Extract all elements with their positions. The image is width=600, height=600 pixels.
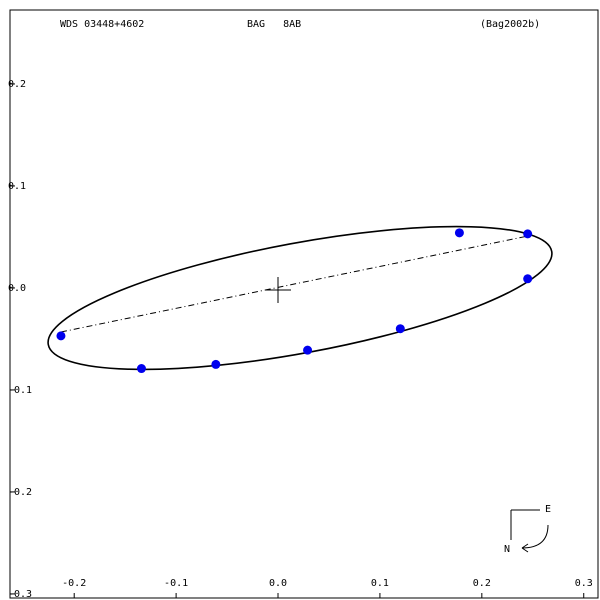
compass-east: E xyxy=(545,504,551,515)
orbit-ellipse xyxy=(47,225,553,371)
y-tick-label: 0.1 xyxy=(8,181,26,192)
plot-frame xyxy=(9,9,599,599)
x-tick-label: 0.2 xyxy=(473,578,491,589)
data-point xyxy=(56,331,66,341)
data-point xyxy=(523,274,533,284)
data-point xyxy=(454,228,464,238)
compass-arrow xyxy=(521,543,529,553)
x-tick-label: 0.3 xyxy=(575,578,593,589)
chart-title: WDS 03448+4602 xyxy=(60,19,144,30)
line-of-nodes xyxy=(60,235,529,333)
x-tick-label: 0.0 xyxy=(269,578,287,589)
y-tick-label: 0.0 xyxy=(8,283,26,294)
chart-subtitle: BAG 8AB xyxy=(247,19,301,30)
compass: E N xyxy=(504,504,551,555)
data-point xyxy=(211,359,221,369)
compass-north: N xyxy=(504,544,510,555)
y-tick-label: 0.2 xyxy=(8,79,26,90)
y-tick-label: -0.2 xyxy=(8,487,32,498)
data-point xyxy=(523,229,533,239)
x-tick-label: -0.1 xyxy=(164,578,188,589)
x-tick-label: -0.2 xyxy=(62,578,86,589)
y-tick-label: -0.1 xyxy=(8,385,32,396)
x-tick-label: 0.1 xyxy=(371,578,389,589)
data-point xyxy=(395,324,405,334)
y-tick-label: -0.3 xyxy=(8,589,32,600)
data-point xyxy=(136,364,146,374)
compass-arrow xyxy=(521,524,549,549)
reference: (Bag2002b) xyxy=(480,19,540,30)
data-point xyxy=(303,345,313,355)
